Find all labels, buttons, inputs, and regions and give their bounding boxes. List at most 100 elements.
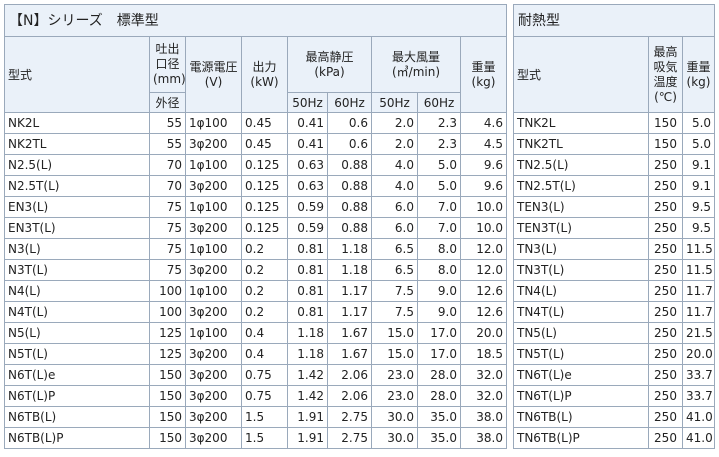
cell-power-supply: 3φ200 xyxy=(185,364,242,386)
cell-output: 1.5 xyxy=(241,406,288,428)
cell-model: TN6T(L)P xyxy=(513,385,649,407)
cell-pressure-60hz: 1.17 xyxy=(327,280,372,302)
cell-airflow-60hz: 7.0 xyxy=(417,217,461,239)
table-row: TN2.5T(L) 250 9.1 xyxy=(513,175,716,197)
cell-airflow-50hz: 6.0 xyxy=(371,217,418,239)
header-airflow: 最大風量(㎥/min) xyxy=(371,36,461,93)
cell-model: TN4(L) xyxy=(513,280,649,302)
cell-weight: 10.0 xyxy=(460,196,507,218)
table-row: NK2TL 55 3φ200 0.45 0.41 0.6 2.0 2.3 4.5 xyxy=(4,133,507,155)
cell-power-supply: 3φ200 xyxy=(185,217,242,239)
cell-output: 0.45 xyxy=(241,112,288,134)
table-row: N3(L) 75 1φ100 0.2 0.81 1.18 6.5 8.0 12.0 xyxy=(4,238,507,260)
cell-weight: 33.7 xyxy=(681,364,716,386)
cell-power-supply: 3φ200 xyxy=(185,406,242,428)
cell-max-temp: 250 xyxy=(648,322,683,344)
cell-airflow-50hz: 2.0 xyxy=(371,133,418,155)
cell-model: N3T(L) xyxy=(4,259,150,281)
cell-pressure-50hz: 0.63 xyxy=(287,175,328,197)
cell-model: NK2TL xyxy=(4,133,150,155)
cell-power-supply: 3φ200 xyxy=(185,175,242,197)
header-outlet: 吐出口径(mm) xyxy=(149,36,186,93)
cell-outlet: 150 xyxy=(149,385,186,407)
heat-resistant-spec-table: 耐熱型 型式 最高吸気温度(℃) 重量(kg) TNK2L 150 5.0 TNK2T… xyxy=(512,4,716,449)
cell-power-supply: 1φ100 xyxy=(185,322,242,344)
cell-weight: 10.0 xyxy=(460,217,507,239)
table-row: N6TB(L)P 150 3φ200 1.5 1.91 2.75 30.0 35.0 38.0 xyxy=(4,427,507,449)
cell-pressure-60hz: 2.75 xyxy=(327,406,372,428)
cell-max-temp: 250 xyxy=(648,196,683,218)
cell-airflow-50hz: 7.5 xyxy=(371,280,418,302)
cell-max-temp: 250 xyxy=(648,364,683,386)
cell-airflow-60hz: 35.0 xyxy=(417,427,461,449)
header-airflow-60hz: 60Hz xyxy=(417,92,461,113)
table-row: N6T(L)P 150 3φ200 0.75 1.42 2.06 23.0 28.0 32.0 xyxy=(4,385,507,407)
cell-model: EN3(L) xyxy=(4,196,150,218)
cell-output: 0.2 xyxy=(241,259,288,281)
cell-outlet: 75 xyxy=(149,259,186,281)
table-row: TN6TB(L)P 250 41.0 xyxy=(513,427,716,449)
cell-power-supply: 3φ200 xyxy=(185,259,242,281)
cell-outlet: 150 xyxy=(149,364,186,386)
cell-weight: 9.5 xyxy=(681,217,716,239)
table-row: TN5(L) 250 21.5 xyxy=(513,322,716,344)
cell-airflow-60hz: 28.0 xyxy=(417,364,461,386)
cell-weight: 11.7 xyxy=(681,280,716,302)
table-row: N6T(L)e 150 3φ200 0.75 1.42 2.06 23.0 28.0 32.0 xyxy=(4,364,507,386)
cell-outlet: 150 xyxy=(149,406,186,428)
cell-pressure-50hz: 1.91 xyxy=(287,427,328,449)
cell-weight: 9.5 xyxy=(681,196,716,218)
cell-pressure-60hz: 0.88 xyxy=(327,196,372,218)
cell-airflow-60hz: 8.0 xyxy=(417,259,461,281)
cell-output: 0.75 xyxy=(241,385,288,407)
cell-outlet: 125 xyxy=(149,322,186,344)
header-pressure-60hz: 60Hz xyxy=(327,92,372,113)
cell-model: TN6TB(L)P xyxy=(513,427,649,449)
table-row: N6TB(L) 150 3φ200 1.5 1.91 2.75 30.0 35.0 38.0 xyxy=(4,406,507,428)
cell-model: N2.5(L) xyxy=(4,154,150,176)
cell-max-temp: 250 xyxy=(648,154,683,176)
cell-weight: 11.7 xyxy=(681,301,716,323)
table-row: N2.5T(L) 70 3φ200 0.125 0.63 0.88 4.0 5.0 9.6 xyxy=(4,175,507,197)
cell-model: TEN3T(L) xyxy=(513,217,649,239)
cell-max-temp: 250 xyxy=(648,280,683,302)
cell-airflow-60hz: 17.0 xyxy=(417,343,461,365)
cell-power-supply: 1φ100 xyxy=(185,238,242,260)
cell-pressure-60hz: 1.18 xyxy=(327,238,372,260)
cell-outlet: 55 xyxy=(149,112,186,134)
table-row: NK2L 55 1φ100 0.45 0.41 0.6 2.0 2.3 4.6 xyxy=(4,112,507,134)
cell-max-temp: 250 xyxy=(648,217,683,239)
cell-airflow-50hz: 7.5 xyxy=(371,301,418,323)
cell-power-supply: 3φ200 xyxy=(185,343,242,365)
cell-weight: 4.6 xyxy=(460,112,507,134)
cell-output: 0.4 xyxy=(241,322,288,344)
table-row: TN2.5(L) 250 9.1 xyxy=(513,154,716,176)
cell-pressure-60hz: 2.06 xyxy=(327,385,372,407)
cell-weight: 41.0 xyxy=(681,406,716,428)
cell-model: N3(L) xyxy=(4,238,150,260)
cell-pressure-50hz: 0.59 xyxy=(287,217,328,239)
table-row: TEN3(L) 250 9.5 xyxy=(513,196,716,218)
cell-airflow-60hz: 9.0 xyxy=(417,301,461,323)
cell-model: N4T(L) xyxy=(4,301,150,323)
table-row: TN6TB(L) 250 41.0 xyxy=(513,406,716,428)
cell-power-supply: 3φ200 xyxy=(185,301,242,323)
cell-model: TN5T(L) xyxy=(513,343,649,365)
cell-airflow-60hz: 5.0 xyxy=(417,175,461,197)
cell-power-supply: 1φ100 xyxy=(185,154,242,176)
cell-weight: 9.6 xyxy=(460,175,507,197)
cell-pressure-60hz: 1.18 xyxy=(327,259,372,281)
cell-power-supply: 1φ100 xyxy=(185,280,242,302)
table-row: EN3(L) 75 1φ100 0.125 0.59 0.88 6.0 7.0 10.0 xyxy=(4,196,507,218)
cell-airflow-60hz: 8.0 xyxy=(417,238,461,260)
cell-pressure-50hz: 0.41 xyxy=(287,133,328,155)
cell-model: N5T(L) xyxy=(4,343,150,365)
cell-airflow-60hz: 35.0 xyxy=(417,406,461,428)
cell-model: TN5(L) xyxy=(513,322,649,344)
table-row: EN3T(L) 75 3φ200 0.125 0.59 0.88 6.0 7.0 10.0 xyxy=(4,217,507,239)
cell-output: 0.125 xyxy=(241,196,288,218)
cell-pressure-50hz: 0.41 xyxy=(287,112,328,134)
cell-model: TNK2L xyxy=(513,112,649,134)
cell-weight: 12.0 xyxy=(460,238,507,260)
cell-model: N2.5T(L) xyxy=(4,175,150,197)
